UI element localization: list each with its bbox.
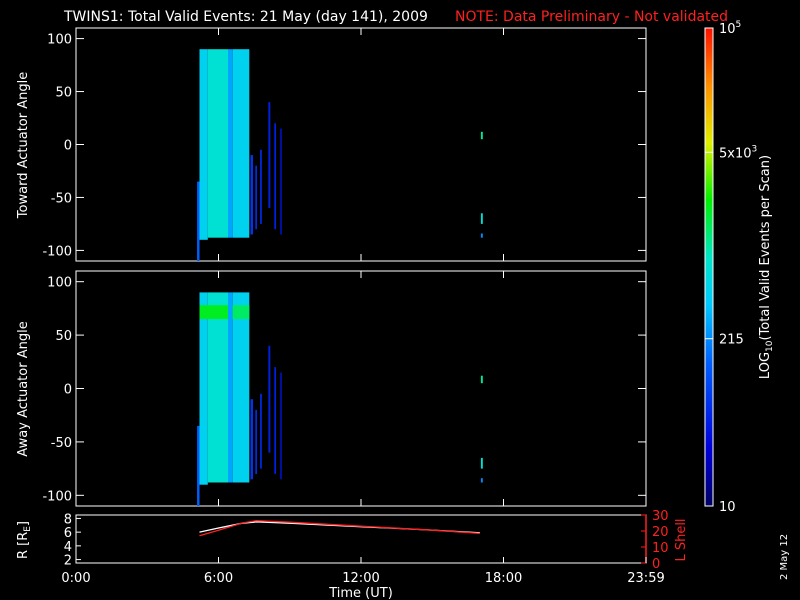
orbit-right-ytick-label: 0 (652, 557, 660, 572)
orbit-right-ytick-label: 30 (652, 509, 669, 524)
x-tick-label: 12:00 (342, 571, 379, 586)
toward-heatmap-cell (280, 128, 282, 235)
orbit-right-ytick-label: 20 (652, 525, 669, 540)
orbit-left-ylabel: R [RE] (16, 521, 33, 559)
away-heatmap-cell (274, 367, 276, 474)
colorbar-tick-label: 105 (719, 20, 741, 37)
x-tick-label: 23:59 (627, 571, 664, 586)
away-heatmap-cell (199, 305, 228, 320)
x-tick-label: 18:00 (485, 571, 522, 586)
away-heatmap-cell (280, 372, 282, 480)
away-ylabel: Away Actuator Angle (16, 321, 31, 456)
away-heatmap-cell (268, 345, 271, 453)
away-heatmap-cell (197, 425, 200, 506)
colorbar-tick-label: 5x103 (719, 144, 757, 161)
preliminary-note: NOTE: Data Preliminary - Not validated (455, 9, 728, 25)
away-ytick-label: 0 (64, 383, 72, 398)
toward-heatmap (197, 49, 483, 261)
orbit-left-ytick-label: 8 (64, 512, 72, 527)
toward-ytick-label: -50 (51, 191, 72, 206)
colorbar-ticks: 105 5x103 215 10 (705, 20, 757, 515)
away-heatmap-cell (207, 292, 228, 483)
away-heatmap-cell (199, 292, 208, 485)
toward-heatmap-cell (268, 102, 271, 208)
toward-ytick-label: 100 (47, 33, 72, 48)
toward-heatmap-cell (199, 49, 208, 240)
x-tick-label: 0:00 (61, 571, 90, 586)
away-ytick-label: 100 (47, 276, 72, 291)
orbit-left-ytick-label: 2 (64, 554, 72, 569)
away-heatmap-cell (480, 457, 483, 469)
toward-heatmap-cell (250, 155, 253, 235)
away-heatmap-cell (480, 375, 483, 384)
away-heatmap-cell (250, 399, 253, 480)
toward-heatmap-cell (480, 213, 483, 224)
toward-ytick-label: -100 (42, 244, 72, 259)
away-ytick-label: 50 (55, 329, 72, 344)
away-heatmap-cell (232, 292, 250, 483)
away-heatmap-cell (228, 292, 233, 483)
away-heatmap-cell (232, 305, 250, 320)
toward-heatmap-cell (480, 131, 483, 140)
toward-heatmap-cell (274, 123, 276, 230)
orbit-left-ytick-label: 4 (64, 540, 72, 555)
orbit-left-ytick-label: 6 (64, 526, 72, 541)
x-tick-label: 6:00 (204, 571, 233, 586)
orbit-lines (199, 519, 480, 537)
l-shell-series-line (199, 519, 480, 537)
toward-heatmap-cell (480, 233, 483, 238)
away-heatmap-cell (260, 393, 262, 469)
away-heatmap (197, 292, 483, 506)
toward-ytick-label: 0 (64, 139, 72, 154)
away-ytick-label: -100 (42, 489, 72, 504)
orbit-panel-frame (75, 514, 647, 564)
toward-ylabel: Toward Actuator Angle (16, 72, 31, 219)
toward-heatmap-cell (207, 49, 228, 238)
away-panel-frame (75, 270, 647, 507)
x-axis-label: Time (UT) (328, 586, 393, 600)
colorbar-label: LOG10(Total Valid Events per Scan) (758, 155, 775, 379)
toward-heatmap-cell (255, 165, 257, 230)
axis-ticks: 100500-50-100100500-50-100864230201000:0… (42, 28, 669, 586)
orbit-right-ylabel: L Shell (674, 518, 689, 561)
away-ytick-label: -50 (51, 436, 72, 451)
toward-panel-frame (75, 27, 647, 262)
toward-heatmap-cell (228, 49, 233, 238)
toward-ytick-label: 50 (55, 86, 72, 101)
toward-heatmap-cell (232, 49, 250, 238)
colorbar-tick-label: 215 (719, 333, 744, 348)
colorbar (705, 28, 713, 506)
chart-title: TWINS1: Total Valid Events: 21 May (day … (63, 9, 428, 25)
toward-heatmap-cell (197, 181, 200, 261)
toward-heatmap-cell (260, 149, 262, 224)
away-heatmap-cell (480, 478, 483, 483)
date-stamp: 2 May 12 (779, 534, 790, 580)
orbit-right-ytick-label: 10 (652, 541, 669, 556)
away-heatmap-cell (255, 409, 257, 474)
colorbar-tick-label: 10 (719, 500, 736, 515)
